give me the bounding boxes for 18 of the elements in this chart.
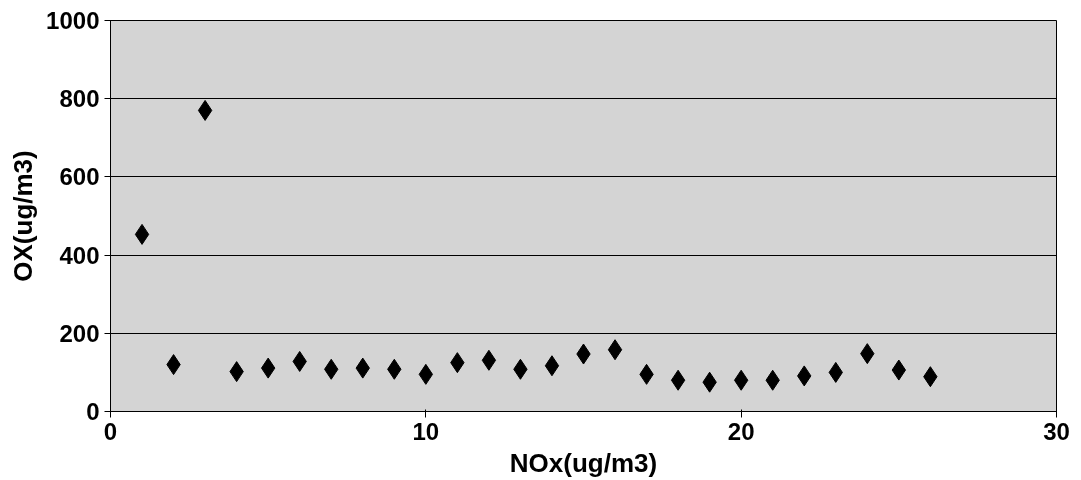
x-tick-label: 20 bbox=[727, 417, 755, 445]
point bbox=[481, 349, 497, 371]
point bbox=[607, 339, 623, 361]
x-tick-label: 0 bbox=[103, 417, 118, 445]
y-tick-label: 200 bbox=[59, 319, 100, 347]
y-tick-label: 0 bbox=[86, 398, 100, 425]
point bbox=[544, 355, 560, 377]
y-axis-title: OX(ug/m3) bbox=[8, 150, 39, 282]
x-tick-label: 30 bbox=[1043, 417, 1070, 445]
y-tick-label: 600 bbox=[59, 163, 100, 191]
y-tick-label: 400 bbox=[59, 241, 100, 269]
point bbox=[134, 223, 150, 245]
point bbox=[197, 99, 213, 121]
point bbox=[670, 369, 686, 391]
x-tick-label: 10 bbox=[412, 417, 440, 445]
x-axis-title: NOx(ug/m3) bbox=[509, 447, 658, 478]
y-tick-label: 800 bbox=[59, 85, 100, 113]
y-tick-label: 1000 bbox=[46, 7, 100, 34]
